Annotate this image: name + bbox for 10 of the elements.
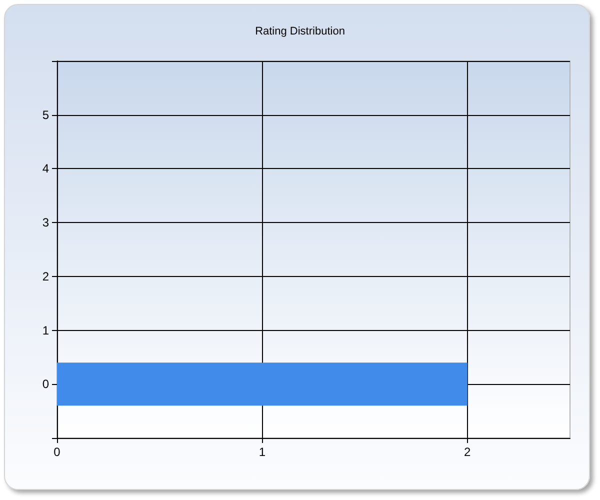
x-tick-label: 2: [464, 445, 472, 459]
y-tick-label: 4: [42, 162, 50, 176]
chart-title: Rating Distribution: [255, 26, 345, 38]
y-tick-label: 2: [42, 269, 50, 284]
y-tick-label: 3: [42, 216, 50, 230]
x-tick-label: 1: [258, 445, 266, 459]
y-tick-label: 5: [42, 108, 50, 122]
y-tick-label: 1: [42, 323, 50, 338]
y-tick-label: 0: [42, 377, 50, 392]
x-tick-label: 0: [54, 445, 61, 459]
